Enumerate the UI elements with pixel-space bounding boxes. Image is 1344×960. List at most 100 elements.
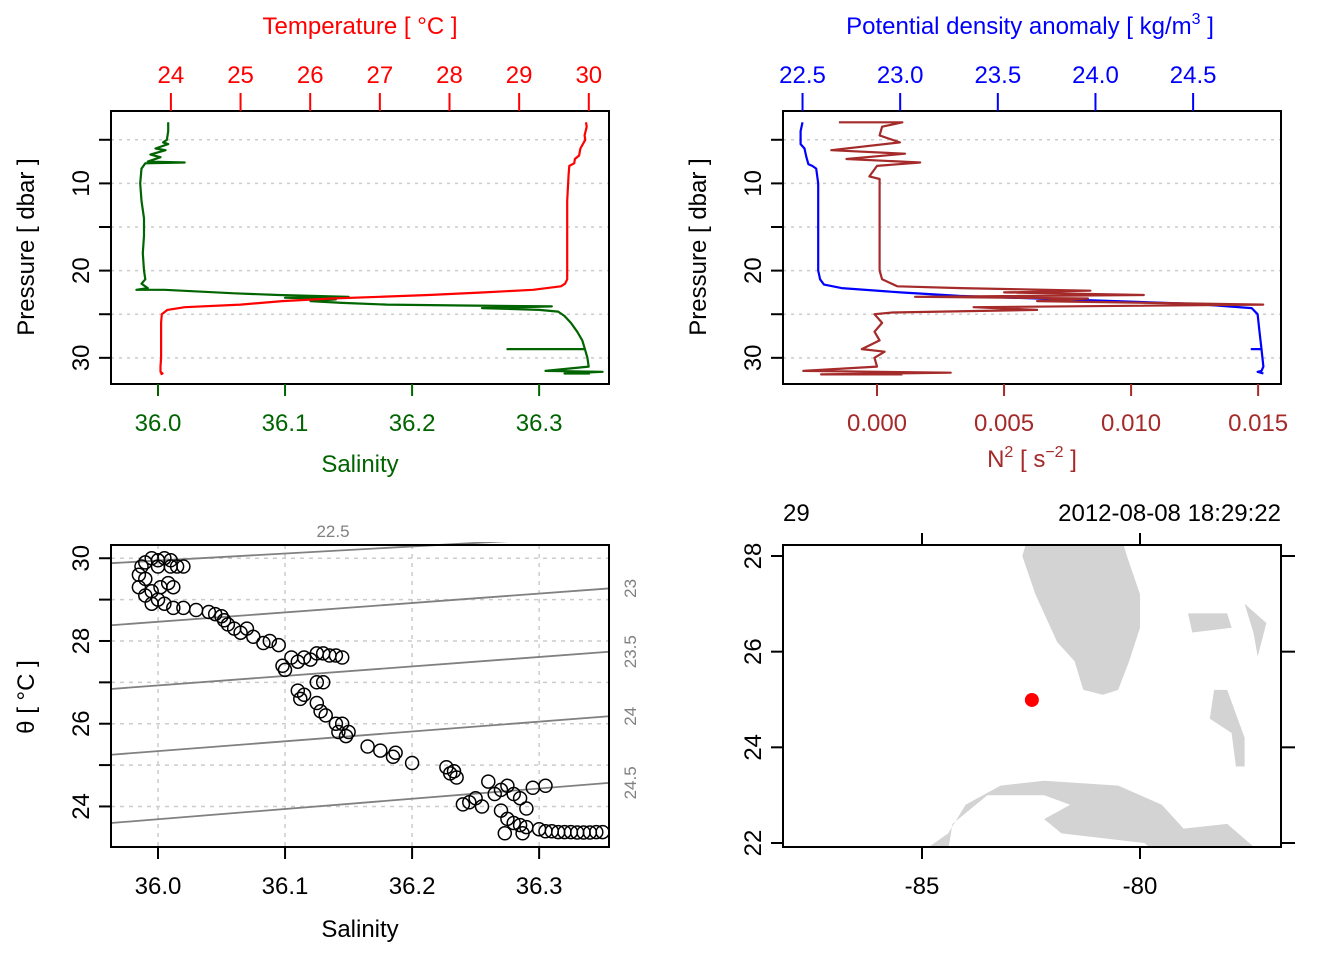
data-point [313, 704, 328, 719]
y-tick-label: 26 [68, 710, 95, 737]
land-layer [928, 545, 1267, 847]
data-point [293, 691, 308, 707]
bottom-tick-label: 36.2 [389, 410, 436, 437]
panel-density-n2-profile: 10 20 30 0.000 0.005 0.010 0.015 22.5 23.0 23.5 24… [685, 11, 1288, 473]
top-tick-label: 24.0 [1072, 62, 1119, 89]
y-axis-title: θ [ °C ] [13, 660, 40, 734]
grid [783, 139, 1281, 359]
data-point [446, 764, 462, 779]
station-datetime-label: 2012-08-08 18:29:22 [1058, 500, 1281, 527]
x-tick-label: 36.1 [262, 873, 309, 900]
data-point [515, 826, 530, 841]
data-point [296, 687, 312, 703]
land-polygon [1188, 613, 1232, 633]
isopycnal-label: 23.5 [621, 635, 640, 668]
isopycnal-label: 24.5 [621, 766, 640, 799]
bottom-axis-title: Salinity [321, 451, 398, 478]
land-polygon [928, 780, 1254, 847]
land-polygon [1022, 545, 1140, 695]
land-polygon [1244, 603, 1267, 657]
panel-temperature-salinity-profile: 10 20 30 36.0 36.1 36.2 36.3 24 25 26 27 28 29 30 Tem… [13, 13, 610, 478]
top-tick-label: 29 [506, 62, 533, 89]
data-point [334, 650, 350, 665]
bottom-tick-label: 36.0 [135, 410, 182, 437]
data-point [277, 662, 293, 678]
data-point [309, 675, 325, 690]
y-tick-label: 28 [740, 543, 767, 570]
x-tick-label: -80 [1123, 873, 1158, 900]
bottom-tick-label: 0.010 [1101, 410, 1161, 437]
plot-frame [110, 544, 610, 848]
isopycnal-line [111, 542, 509, 565]
x-axis-title: Salinity [321, 916, 398, 943]
data-point [315, 675, 331, 690]
data-point [497, 826, 513, 841]
data-point [328, 716, 344, 731]
data-point [331, 724, 346, 740]
top-tick-label: 22.5 [779, 62, 826, 89]
series-line-n2 [802, 121, 1265, 376]
data-point [166, 579, 181, 595]
data-point [404, 755, 420, 771]
data-point [373, 743, 388, 758]
scatter-layer [131, 550, 610, 841]
plot-frame [782, 110, 1282, 385]
y-axis-title: Pressure [ dbar ] [13, 158, 40, 335]
top-tick-label: 23.0 [877, 62, 924, 89]
data-point [262, 633, 278, 649]
data-point [144, 596, 159, 611]
top-tick-label: 23.5 [974, 62, 1021, 89]
data-point [169, 559, 185, 574]
data-point [201, 604, 217, 620]
isopycnal-label: 24 [621, 707, 640, 726]
station-number-label: 29 [783, 500, 810, 527]
data-point [388, 745, 403, 760]
data-point [131, 579, 147, 595]
bottom-axis-title: N2 [ s−2 ] [987, 444, 1077, 473]
bottom-tick-label: 36.1 [262, 410, 309, 437]
bottom-tick-label: 36.3 [516, 410, 563, 437]
grid [111, 139, 609, 359]
data-point [512, 790, 528, 806]
isopycnal-line [111, 715, 609, 756]
y-tick-label: 30 [68, 545, 95, 572]
x-tick-label: 36.3 [516, 873, 563, 900]
data-point [360, 739, 375, 754]
station-layer [1024, 692, 1039, 707]
data-point [309, 695, 325, 711]
x-tick-label: 36.0 [135, 873, 182, 900]
top-tick-label: 27 [366, 62, 393, 89]
data-point [150, 559, 166, 574]
series-line-salinity [135, 122, 604, 375]
data-point [506, 815, 521, 831]
y-tick-label: 10 [68, 170, 95, 197]
top-tick-label: 26 [297, 62, 324, 89]
y-axis-title: Pressure [ dbar ] [685, 158, 712, 335]
top-tick-label: 28 [436, 62, 463, 89]
y-tick-label: 24 [68, 793, 95, 820]
y-tick-label: 22 [740, 830, 767, 857]
isopycnal-label: 23 [621, 579, 640, 598]
data-point [512, 817, 528, 833]
isopycnal-label: 22.5 [316, 522, 349, 541]
data-point [538, 778, 553, 794]
data-point [275, 658, 290, 674]
data-point [176, 600, 191, 616]
data-point [449, 770, 464, 785]
series-line-potential-density-anomaly [799, 122, 1265, 375]
bottom-tick-label: 0.015 [1228, 410, 1288, 437]
series-layer [135, 122, 604, 376]
series-layer [799, 121, 1265, 376]
plot-frame [110, 110, 610, 385]
data-point [385, 749, 401, 765]
series-line-temperature [159, 122, 588, 376]
top-axis-title: Temperature [ °C ] [263, 13, 458, 40]
top-tick-label: 24.5 [1170, 62, 1217, 89]
y-tick-label: 30 [68, 344, 95, 371]
top-tick-label: 24 [158, 62, 185, 89]
data-point [481, 774, 496, 789]
panel-station-map: -85 -80 22 24 26 28 29 2012-08-08 18:29:22 [740, 500, 1295, 900]
station-point [1024, 692, 1039, 707]
data-point [455, 797, 471, 812]
